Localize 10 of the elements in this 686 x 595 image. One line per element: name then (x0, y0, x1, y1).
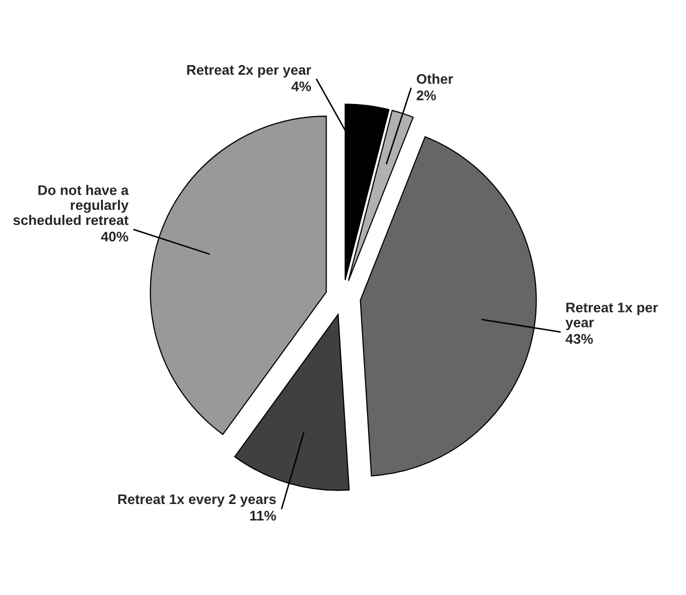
slice-label: Retreat 1x every 2 years (118, 494, 276, 507)
slice-label: Do not have a regularly scheduled retreat (13, 184, 129, 226)
slice-label: Other (416, 74, 454, 84)
data-label: 43% (566, 334, 593, 344)
data-label: 4% (291, 82, 311, 92)
slice-label: Retreat 2x per year (187, 65, 312, 78)
data-label: 40% (101, 232, 128, 242)
slice-label: Retreat 1x per year (566, 302, 658, 330)
data-label: 11% (250, 510, 276, 521)
data-label: 2% (416, 90, 436, 100)
